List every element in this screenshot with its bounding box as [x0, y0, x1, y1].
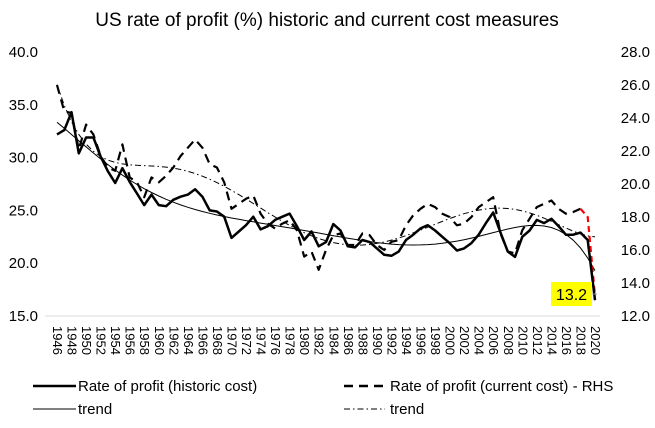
- x-tick-label: 1962: [166, 326, 181, 355]
- x-tick-label: 2000: [443, 326, 458, 355]
- x-tick-label: 2002: [457, 326, 472, 355]
- y-left-tick-label: 35.0: [9, 97, 38, 114]
- legend-label: trend: [78, 401, 112, 418]
- x-tick-label: 1946: [50, 326, 65, 355]
- x-tick-label: 1984: [326, 326, 341, 355]
- y-right-tick-label: 12.0: [621, 308, 650, 325]
- x-tick-label: 1970: [224, 326, 239, 355]
- y-right-tick-label: 26.0: [621, 77, 650, 94]
- legend-item-trend-current: trend: [344, 401, 424, 418]
- x-tick-label: 1968: [210, 326, 225, 355]
- x-tick-label: 2014: [544, 326, 559, 355]
- x-tick-label: 1980: [297, 326, 312, 355]
- x-tick-label: 1978: [283, 326, 298, 355]
- x-tick-label: 1966: [195, 326, 210, 355]
- y-right-tick-label: 16.0: [621, 242, 650, 259]
- x-tick-label: 1976: [268, 326, 283, 355]
- legend-item-current: Rate of profit (current cost) - RHS: [344, 378, 613, 395]
- y-left-tick-label: 40.0: [9, 44, 38, 61]
- x-tick-label: 1950: [79, 326, 94, 355]
- x-tick-label: 2006: [486, 326, 501, 355]
- chart-title: US rate of profit (%) historic and curre…: [95, 10, 559, 31]
- plot-lines: [55, 84, 597, 301]
- x-axis: 1946 1948 1950 1952 1954 1956 1958 1960 1962 1964…: [50, 326, 603, 355]
- x-tick-label: 1956: [123, 326, 138, 355]
- x-tick-label: 2004: [472, 326, 487, 355]
- x-tick-label: 2016: [559, 326, 574, 355]
- series-line-solid-bold: [56, 110, 597, 301]
- x-tick-label: 2018: [573, 326, 588, 355]
- x-tick-label: 1988: [355, 326, 370, 355]
- y-right-tick-label: 28.0: [621, 44, 650, 61]
- y-right-tick-label: 14.0: [621, 275, 650, 292]
- x-tick-label: 2008: [501, 326, 516, 355]
- left-axis: 15.0 20.0 25.0 30.0 35.0 40.0: [9, 44, 38, 325]
- annotation-box: [551, 282, 592, 306]
- x-tick-label: 1994: [399, 326, 414, 355]
- y-right-tick-label: 22.0: [621, 143, 650, 160]
- y-left-tick-label: 20.0: [9, 255, 38, 272]
- legend-label: trend: [390, 401, 424, 418]
- y-left-tick-label: 30.0: [9, 150, 38, 167]
- legend-label: Rate of profit (current cost) - RHS: [390, 378, 613, 395]
- x-tick-label: 1982: [312, 326, 327, 355]
- x-tick-label: 2020: [588, 326, 603, 355]
- x-tick-label: 2012: [530, 326, 545, 355]
- x-tick-label: 1958: [137, 326, 152, 355]
- x-tick-label: 1990: [370, 326, 385, 355]
- x-tick-label: 1960: [152, 326, 167, 355]
- annotation-label: 13.2: [556, 287, 587, 304]
- x-tick-label: 1952: [94, 326, 109, 355]
- x-tick-label: 1954: [108, 326, 123, 355]
- legend-item-historic: Rate of profit (historic cost): [33, 378, 257, 395]
- x-tick-label: 1992: [384, 326, 399, 355]
- y-right-tick-label: 24.0: [621, 110, 650, 127]
- y-left-tick-label: 15.0: [9, 308, 38, 325]
- x-tick-label: 1998: [428, 326, 443, 355]
- x-tick-label: 1972: [239, 326, 254, 355]
- series-line-dash-dot: [56, 84, 596, 246]
- legend: Rate of profit (historic cost) Rate of p…: [33, 378, 613, 418]
- legend-label: Rate of profit (historic cost): [78, 378, 257, 395]
- legend-item-trend-historic: trend: [33, 401, 112, 418]
- x-tick-label: 2010: [515, 326, 530, 355]
- y-right-tick-label: 18.0: [621, 209, 650, 226]
- x-tick-label: 1948: [65, 326, 80, 355]
- right-axis: 12.0 14.0 16.0 18.0 20.0 22.0 24.0 26.0 28.0: [621, 44, 650, 325]
- x-tick-label: 1986: [341, 326, 356, 355]
- y-right-tick-label: 20.0: [621, 176, 650, 193]
- x-tick-label: 1964: [181, 326, 196, 355]
- x-tick-label: 1974: [254, 326, 269, 355]
- y-left-tick-label: 25.0: [9, 202, 38, 219]
- series-line-dashed: [55, 84, 581, 271]
- annotation: 13.2: [551, 282, 597, 306]
- x-tick-label: 1996: [414, 326, 429, 355]
